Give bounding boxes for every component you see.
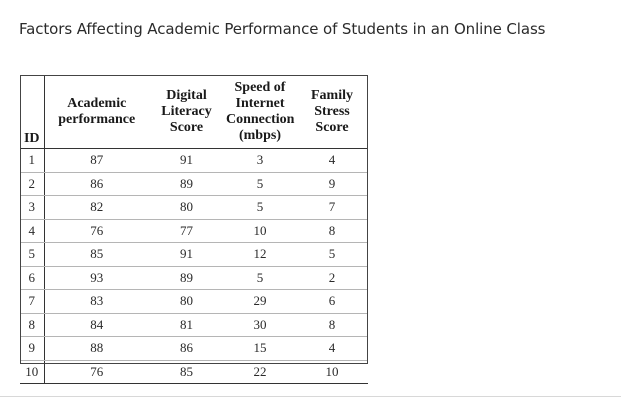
digital-cell: 91 <box>149 148 224 173</box>
digital-cell: 80 <box>149 195 224 220</box>
divider <box>0 396 621 397</box>
academic-cell: 76 <box>44 219 149 243</box>
digital-cell: 89 <box>149 266 224 290</box>
digital-cell: 89 <box>149 172 224 196</box>
academic-cell: 84 <box>44 313 149 337</box>
digital-cell: 85 <box>149 360 224 384</box>
speed-cell: 3 <box>224 148 296 173</box>
academic-cell: 87 <box>44 148 149 173</box>
table-row: 9 88 86 15 4 <box>20 336 368 361</box>
id-cell: 3 <box>20 195 45 220</box>
table-row: 1 87 91 3 4 <box>20 148 368 173</box>
header-line: Internet <box>235 95 285 111</box>
academic-cell: 82 <box>44 195 149 220</box>
table-body: 1 87 91 3 4 2 86 89 5 9 3 82 80 5 7 4 76 77 10 8 5 85 91 12 5 6 93… <box>20 148 368 384</box>
table-row: 4 76 77 10 8 <box>20 219 368 243</box>
family-cell: 8 <box>296 313 368 337</box>
family-cell: 7 <box>296 195 368 220</box>
table-row: 8 84 81 30 8 <box>20 313 368 337</box>
header-id: ID <box>20 75 45 149</box>
family-cell: 4 <box>296 148 368 173</box>
digital-cell: 77 <box>149 219 224 243</box>
header-line: Academic <box>67 95 127 111</box>
id-cell: 10 <box>20 360 45 384</box>
table-header-row: ID Academic performance Digital Literacy… <box>20 75 368 149</box>
table-row: 5 85 91 12 5 <box>20 242 368 267</box>
family-cell: 5 <box>296 242 368 267</box>
speed-cell: 12 <box>224 242 296 267</box>
data-table-container: ID Academic performance Digital Literacy… <box>20 75 368 384</box>
digital-cell: 86 <box>149 336 224 361</box>
family-cell: 10 <box>296 360 368 384</box>
header-internet-speed: Speed of Internet Connection (mbps) <box>224 75 296 149</box>
id-cell: 9 <box>20 336 45 361</box>
page-title: Factors Affecting Academic Performance o… <box>19 20 546 38</box>
academic-cell: 86 <box>44 172 149 196</box>
header-line: Score <box>315 119 349 135</box>
table-row: 7 83 80 29 6 <box>20 289 368 314</box>
family-cell: 8 <box>296 219 368 243</box>
id-cell: 8 <box>20 313 45 337</box>
academic-cell: 88 <box>44 336 149 361</box>
family-cell: 6 <box>296 289 368 314</box>
header-line: (mbps) <box>238 127 281 143</box>
header-academic-performance: Academic performance <box>44 75 149 149</box>
academic-cell: 83 <box>44 289 149 314</box>
table-row: 6 93 89 5 2 <box>20 266 368 290</box>
academic-cell: 93 <box>44 266 149 290</box>
table-row: 10 76 85 22 10 <box>20 360 368 384</box>
header-family-stress: Family Stress Score <box>296 75 368 149</box>
table-row: 2 86 89 5 9 <box>20 172 368 196</box>
speed-cell: 30 <box>224 313 296 337</box>
header-id-label: ID <box>23 131 40 146</box>
academic-cell: 85 <box>44 242 149 267</box>
speed-cell: 10 <box>224 219 296 243</box>
speed-cell: 22 <box>224 360 296 384</box>
id-cell: 4 <box>20 219 45 243</box>
header-line: Stress <box>314 103 350 119</box>
digital-cell: 80 <box>149 289 224 314</box>
data-table: ID Academic performance Digital Literacy… <box>20 75 368 384</box>
speed-cell: 15 <box>224 336 296 361</box>
speed-cell: 29 <box>224 289 296 314</box>
header-digital-literacy: Digital Literacy Score <box>149 75 224 149</box>
digital-cell: 81 <box>149 313 224 337</box>
id-cell: 7 <box>20 289 45 314</box>
id-cell: 6 <box>20 266 45 290</box>
speed-cell: 5 <box>224 195 296 220</box>
family-cell: 4 <box>296 336 368 361</box>
id-cell: 5 <box>20 242 45 267</box>
academic-cell: 76 <box>44 360 149 384</box>
header-line: performance <box>58 111 136 127</box>
digital-cell: 91 <box>149 242 224 267</box>
table-row: 3 82 80 5 7 <box>20 195 368 220</box>
header-line: Speed of <box>234 79 286 95</box>
header-line: Connection <box>226 111 295 127</box>
speed-cell: 5 <box>224 266 296 290</box>
family-cell: 9 <box>296 172 368 196</box>
header-line: Literacy <box>161 103 212 119</box>
header-line: Score <box>169 119 204 135</box>
header-line: Digital <box>166 87 207 103</box>
header-line: Family <box>311 87 353 103</box>
speed-cell: 5 <box>224 172 296 196</box>
id-cell: 2 <box>20 172 45 196</box>
id-cell: 1 <box>20 148 45 173</box>
family-cell: 2 <box>296 266 368 290</box>
